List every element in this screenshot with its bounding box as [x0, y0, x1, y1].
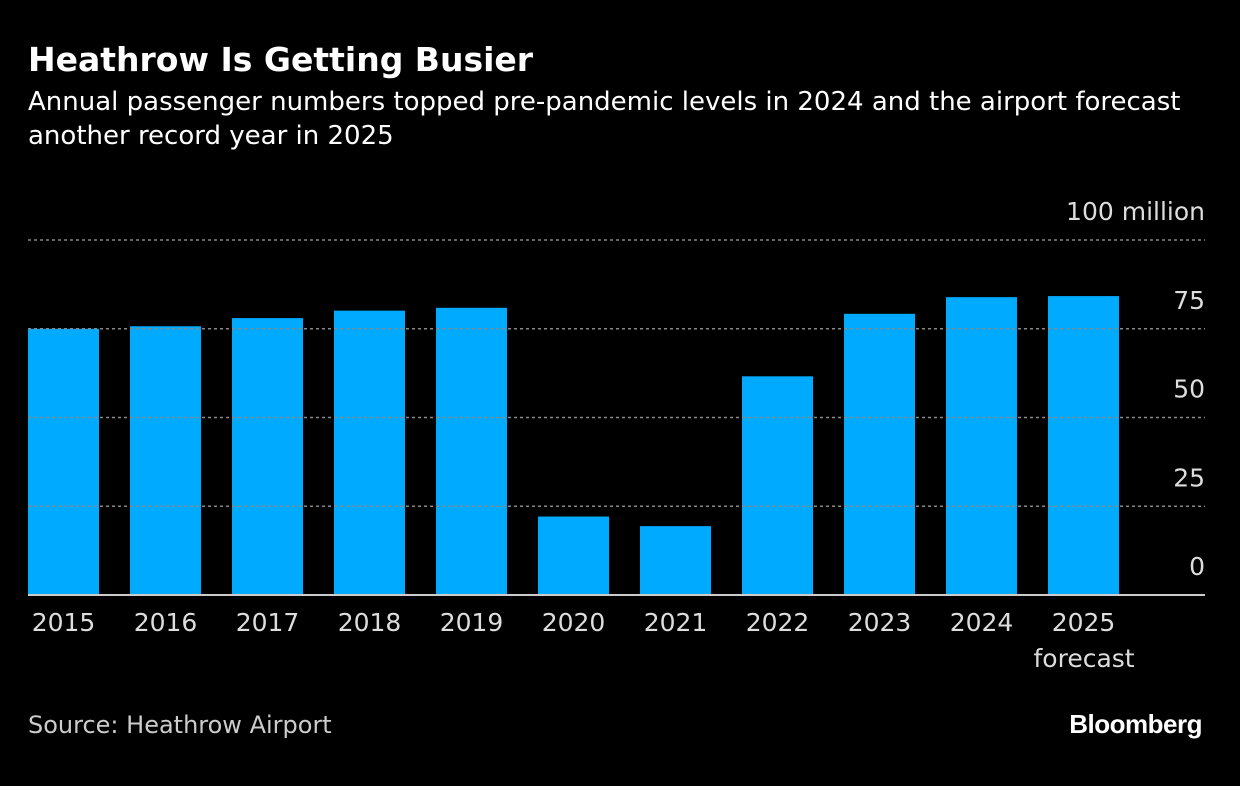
x-tick-label: 2023 — [847, 608, 912, 637]
y-tick-label: 50 — [1173, 375, 1205, 404]
bar — [334, 310, 405, 595]
x-tick-label: 2025 forecast — [1033, 608, 1135, 673]
x-tick-label: 2021 — [643, 608, 708, 637]
x-tick-label: 2024 — [949, 608, 1014, 637]
x-tick-label: 2017 — [235, 608, 300, 637]
y-tick-label: 0 — [1189, 552, 1205, 581]
bar — [640, 526, 711, 595]
x-tick-label: 2022 — [745, 608, 810, 637]
source-note: Source: Heathrow Airport — [28, 711, 332, 739]
y-tick-label: 25 — [1173, 463, 1205, 492]
y-tick-label: 100 million — [1066, 197, 1205, 226]
bar — [946, 297, 1017, 595]
bar — [1048, 296, 1119, 595]
x-tick-label: 2016 — [133, 608, 198, 637]
y-tick-label: 75 — [1173, 286, 1205, 315]
bar — [130, 326, 201, 595]
bar — [538, 516, 609, 595]
bar — [844, 313, 915, 595]
bar — [28, 328, 99, 595]
bar — [232, 318, 303, 595]
x-tick-label: 2018 — [337, 608, 402, 637]
bar — [436, 307, 507, 595]
x-tick-label: 2015 — [31, 608, 96, 637]
brand-logo: Bloomberg — [1069, 709, 1202, 739]
x-tick-label: 2020 — [541, 608, 606, 637]
chart-subtitle: Annual passenger numbers topped pre-pand… — [28, 87, 1181, 151]
bar — [742, 376, 813, 595]
x-tick-label: 2019 — [439, 608, 504, 637]
chart-title: Heathrow Is Getting Busier — [28, 40, 534, 79]
